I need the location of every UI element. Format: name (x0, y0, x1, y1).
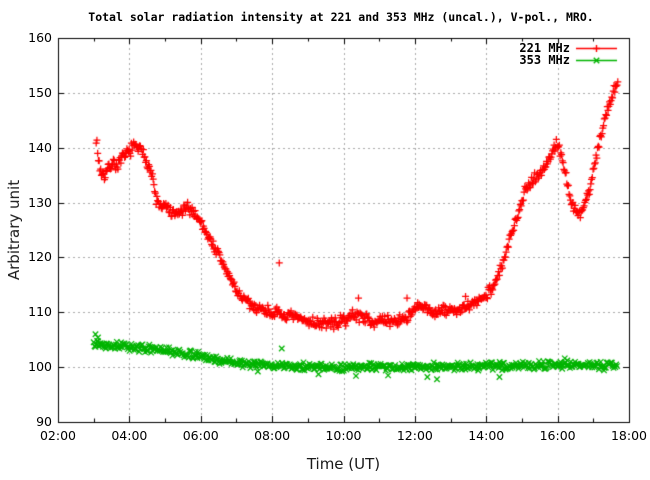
x-tick-label-12-00: 12:00 (396, 428, 433, 443)
x-tick-label-16-00: 16:00 (539, 428, 576, 443)
y-tick-label-160: 160 (28, 30, 52, 45)
y-tick-label-150: 150 (28, 84, 52, 100)
x-tick-label-06-00: 06:00 (182, 428, 219, 443)
x-tick-label-14-00: 14:00 (468, 428, 505, 443)
x-tick-label-08-00: 08:00 (254, 428, 291, 443)
y-tick-label-140: 140 (28, 139, 52, 155)
x-tick-label-18-00: 18:00 (610, 428, 648, 443)
y-tick-label-120: 120 (28, 249, 52, 265)
y-tick-label-110: 110 (28, 304, 52, 320)
legend-entry-353mhz: 353 MHz (519, 54, 570, 66)
legend-label-353mhz: 353 MHz (519, 53, 570, 67)
y-tick-label-90: 90 (36, 414, 52, 429)
y-tick-label-100: 100 (28, 359, 52, 375)
legend-entry-221mhz: 221 MHz (519, 42, 570, 54)
x-axis-label: Time (UT) (306, 455, 381, 473)
x-tick-label-04-00: 04:00 (111, 428, 148, 443)
x-tick-label-10-00: 10:00 (325, 428, 362, 443)
chart-title: Total solar radiation intensity at 221 a… (88, 10, 594, 24)
legend-label-221mhz: 221 MHz (519, 41, 570, 55)
y-tick-label-130: 130 (28, 194, 52, 210)
x-tick-label-02-00: 02:00 (39, 428, 77, 443)
